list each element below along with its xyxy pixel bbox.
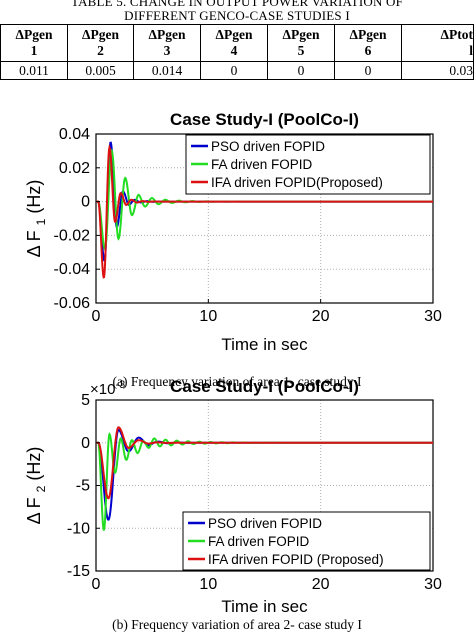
legend-entry: FA driven FOPID (211, 157, 313, 172)
table-cell: 0.011 (0, 61, 68, 80)
y-axis-label-text: Δ F 2 (Hz) (24, 447, 48, 525)
table-header-cell: ΔPgen 3 (133, 24, 201, 62)
y-tick-label: 0.04 (59, 126, 90, 143)
table-header-row: ΔPgen 1 ΔPgen 2 ΔPgen 3 ΔPgen 4 ΔPgen 5 ΔPgen… (0, 24, 474, 62)
legend-entry: IFA driven FOPID(Proposed) (211, 175, 383, 190)
x-tick-label: 20 (312, 308, 330, 325)
table-cell: 0.005 (67, 61, 134, 80)
x-tick-label: 30 (424, 576, 442, 593)
figure-a: 0 10 20 30 0.04 0.02 0 -0.02 -0.04 -0.06 Case Stud… (0, 104, 474, 374)
legend-box (185, 134, 431, 195)
y-tick-label: -5 (76, 478, 90, 495)
y-tick-label: 0 (81, 435, 90, 452)
x-tick-label: 20 (312, 576, 330, 593)
x-tick-label: 30 (424, 308, 442, 325)
figure-a-caption: (a) Frequency variation of area 1- case … (112, 374, 362, 389)
chart-title: Case Study-I (PoolCo-I) (170, 377, 359, 396)
y-axis-label: Δ F 2 (Hz) (24, 447, 48, 525)
chart-title: Case Study-I (PoolCo-I) (170, 110, 359, 129)
table-cell: 0 (334, 61, 402, 80)
table-cell: 0 (267, 61, 335, 80)
y-axis-label: Δ F 1 (Hz) (24, 180, 48, 258)
genco-table: ΔPgen 1 ΔPgen 2 ΔPgen 3 ΔPgen 4 ΔPgen 5 ΔPgen… (0, 24, 474, 80)
legend-box (182, 511, 431, 571)
series-line-3 (96, 144, 433, 279)
x-tick-label: 0 (92, 576, 101, 593)
series-line-3 (96, 426, 433, 500)
table-cell: 0.03 (401, 61, 474, 80)
y-tick-label: -10 (67, 520, 90, 537)
y-tick-label: 0 (81, 194, 90, 211)
legend-entry: PSO driven FOPID (211, 139, 325, 154)
table-header-cell: ΔPgen 1 (0, 24, 68, 62)
x-tick-label: 10 (199, 308, 217, 325)
chart-area1: 0 10 20 30 0.04 0.02 0 -0.02 -0.04 -0.06 Case Stud… (24, 110, 442, 354)
table-caption-line1: TABLE 5. CHANGE IN OUTPUT POWER VARIATIO… (70, 0, 404, 9)
table-header-cell: ΔPtot l (401, 24, 474, 62)
chart-area2: 0 10 20 30 5 0 -5 -10 -15 Case Study-I (PoolCo-I)… (24, 377, 442, 616)
y-tick-label: -0.02 (54, 227, 91, 244)
table-cell: 0 (200, 61, 268, 80)
x-tick-label: 0 (92, 308, 101, 325)
figure-b: 0 10 20 30 5 0 -5 -10 -15 Case Study-I (PoolCo-I)… (0, 376, 474, 618)
table-header-cell: ΔPgen 6 (334, 24, 402, 62)
y-axis-label-text: Δ F 1 (Hz) (24, 180, 48, 258)
table-header-cell: ΔPgen 4 (200, 24, 268, 62)
figure-b-caption: (b) Frequency variation of area 2- case … (112, 617, 362, 632)
y-tick-label: -0.06 (54, 295, 91, 312)
legend-entry: FA driven FOPID (208, 534, 310, 549)
y-tick-label: -15 (67, 563, 90, 580)
plot-frame (95, 133, 434, 304)
table-caption-line2: DIFFERENT GENCO-CASE STUDIES I (124, 8, 350, 23)
legend-entry: PSO driven FOPID (208, 516, 322, 531)
x-tick-label: 10 (199, 576, 217, 593)
x-axis-label: Time in sec (221, 597, 308, 616)
y-tick-label: 0.02 (59, 160, 90, 177)
y-exponent-label: ×10-3 (90, 379, 125, 398)
y-tick-label: 5 (81, 392, 90, 409)
legend-entry: IFA driven FOPID (Proposed) (208, 552, 384, 567)
y-tick-label: -0.04 (54, 261, 91, 278)
table-header-cell: ΔPgen 2 (67, 24, 134, 62)
x-axis-label: Time in sec (221, 335, 308, 354)
table-row: 0.011 0.005 0.014 0 0 0 0.03 (0, 61, 474, 80)
table-cell: 0.014 (133, 61, 201, 80)
table-header-cell: ΔPgen 5 (267, 24, 335, 62)
